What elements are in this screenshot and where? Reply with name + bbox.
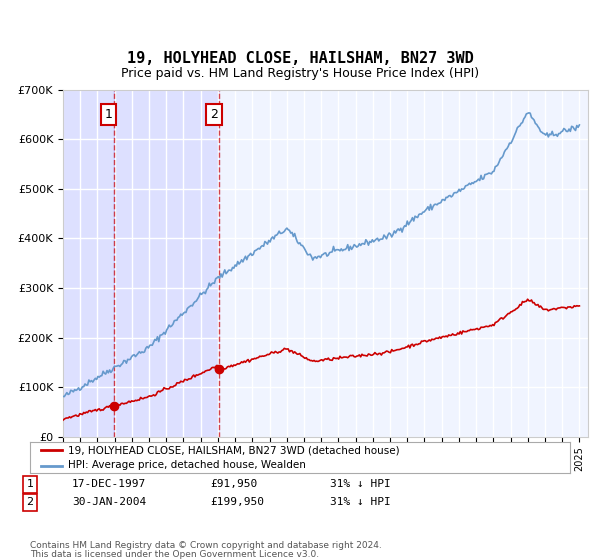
Text: 1: 1 xyxy=(105,108,113,121)
Text: HPI: Average price, detached house, Wealden: HPI: Average price, detached house, Weal… xyxy=(68,460,305,470)
Text: 30-JAN-2004: 30-JAN-2004 xyxy=(72,497,146,507)
Text: £91,950: £91,950 xyxy=(210,479,257,489)
Text: 19, HOLYHEAD CLOSE, HAILSHAM, BN27 3WD (detached house): 19, HOLYHEAD CLOSE, HAILSHAM, BN27 3WD (… xyxy=(68,445,400,455)
Text: 31% ↓ HPI: 31% ↓ HPI xyxy=(330,479,391,489)
Text: £199,950: £199,950 xyxy=(210,497,264,507)
Text: 1: 1 xyxy=(26,479,34,489)
Bar xyxy=(114,90,219,437)
Text: 2: 2 xyxy=(26,497,34,507)
Text: Contains HM Land Registry data © Crown copyright and database right 2024.: Contains HM Land Registry data © Crown c… xyxy=(30,542,382,550)
Bar xyxy=(63,90,114,437)
Text: 2: 2 xyxy=(210,108,218,121)
Text: 31% ↓ HPI: 31% ↓ HPI xyxy=(330,497,391,507)
Text: 17-DEC-1997: 17-DEC-1997 xyxy=(72,479,146,489)
Text: 19, HOLYHEAD CLOSE, HAILSHAM, BN27 3WD: 19, HOLYHEAD CLOSE, HAILSHAM, BN27 3WD xyxy=(127,52,473,66)
Text: Price paid vs. HM Land Registry's House Price Index (HPI): Price paid vs. HM Land Registry's House … xyxy=(121,67,479,81)
Text: This data is licensed under the Open Government Licence v3.0.: This data is licensed under the Open Gov… xyxy=(30,550,319,559)
